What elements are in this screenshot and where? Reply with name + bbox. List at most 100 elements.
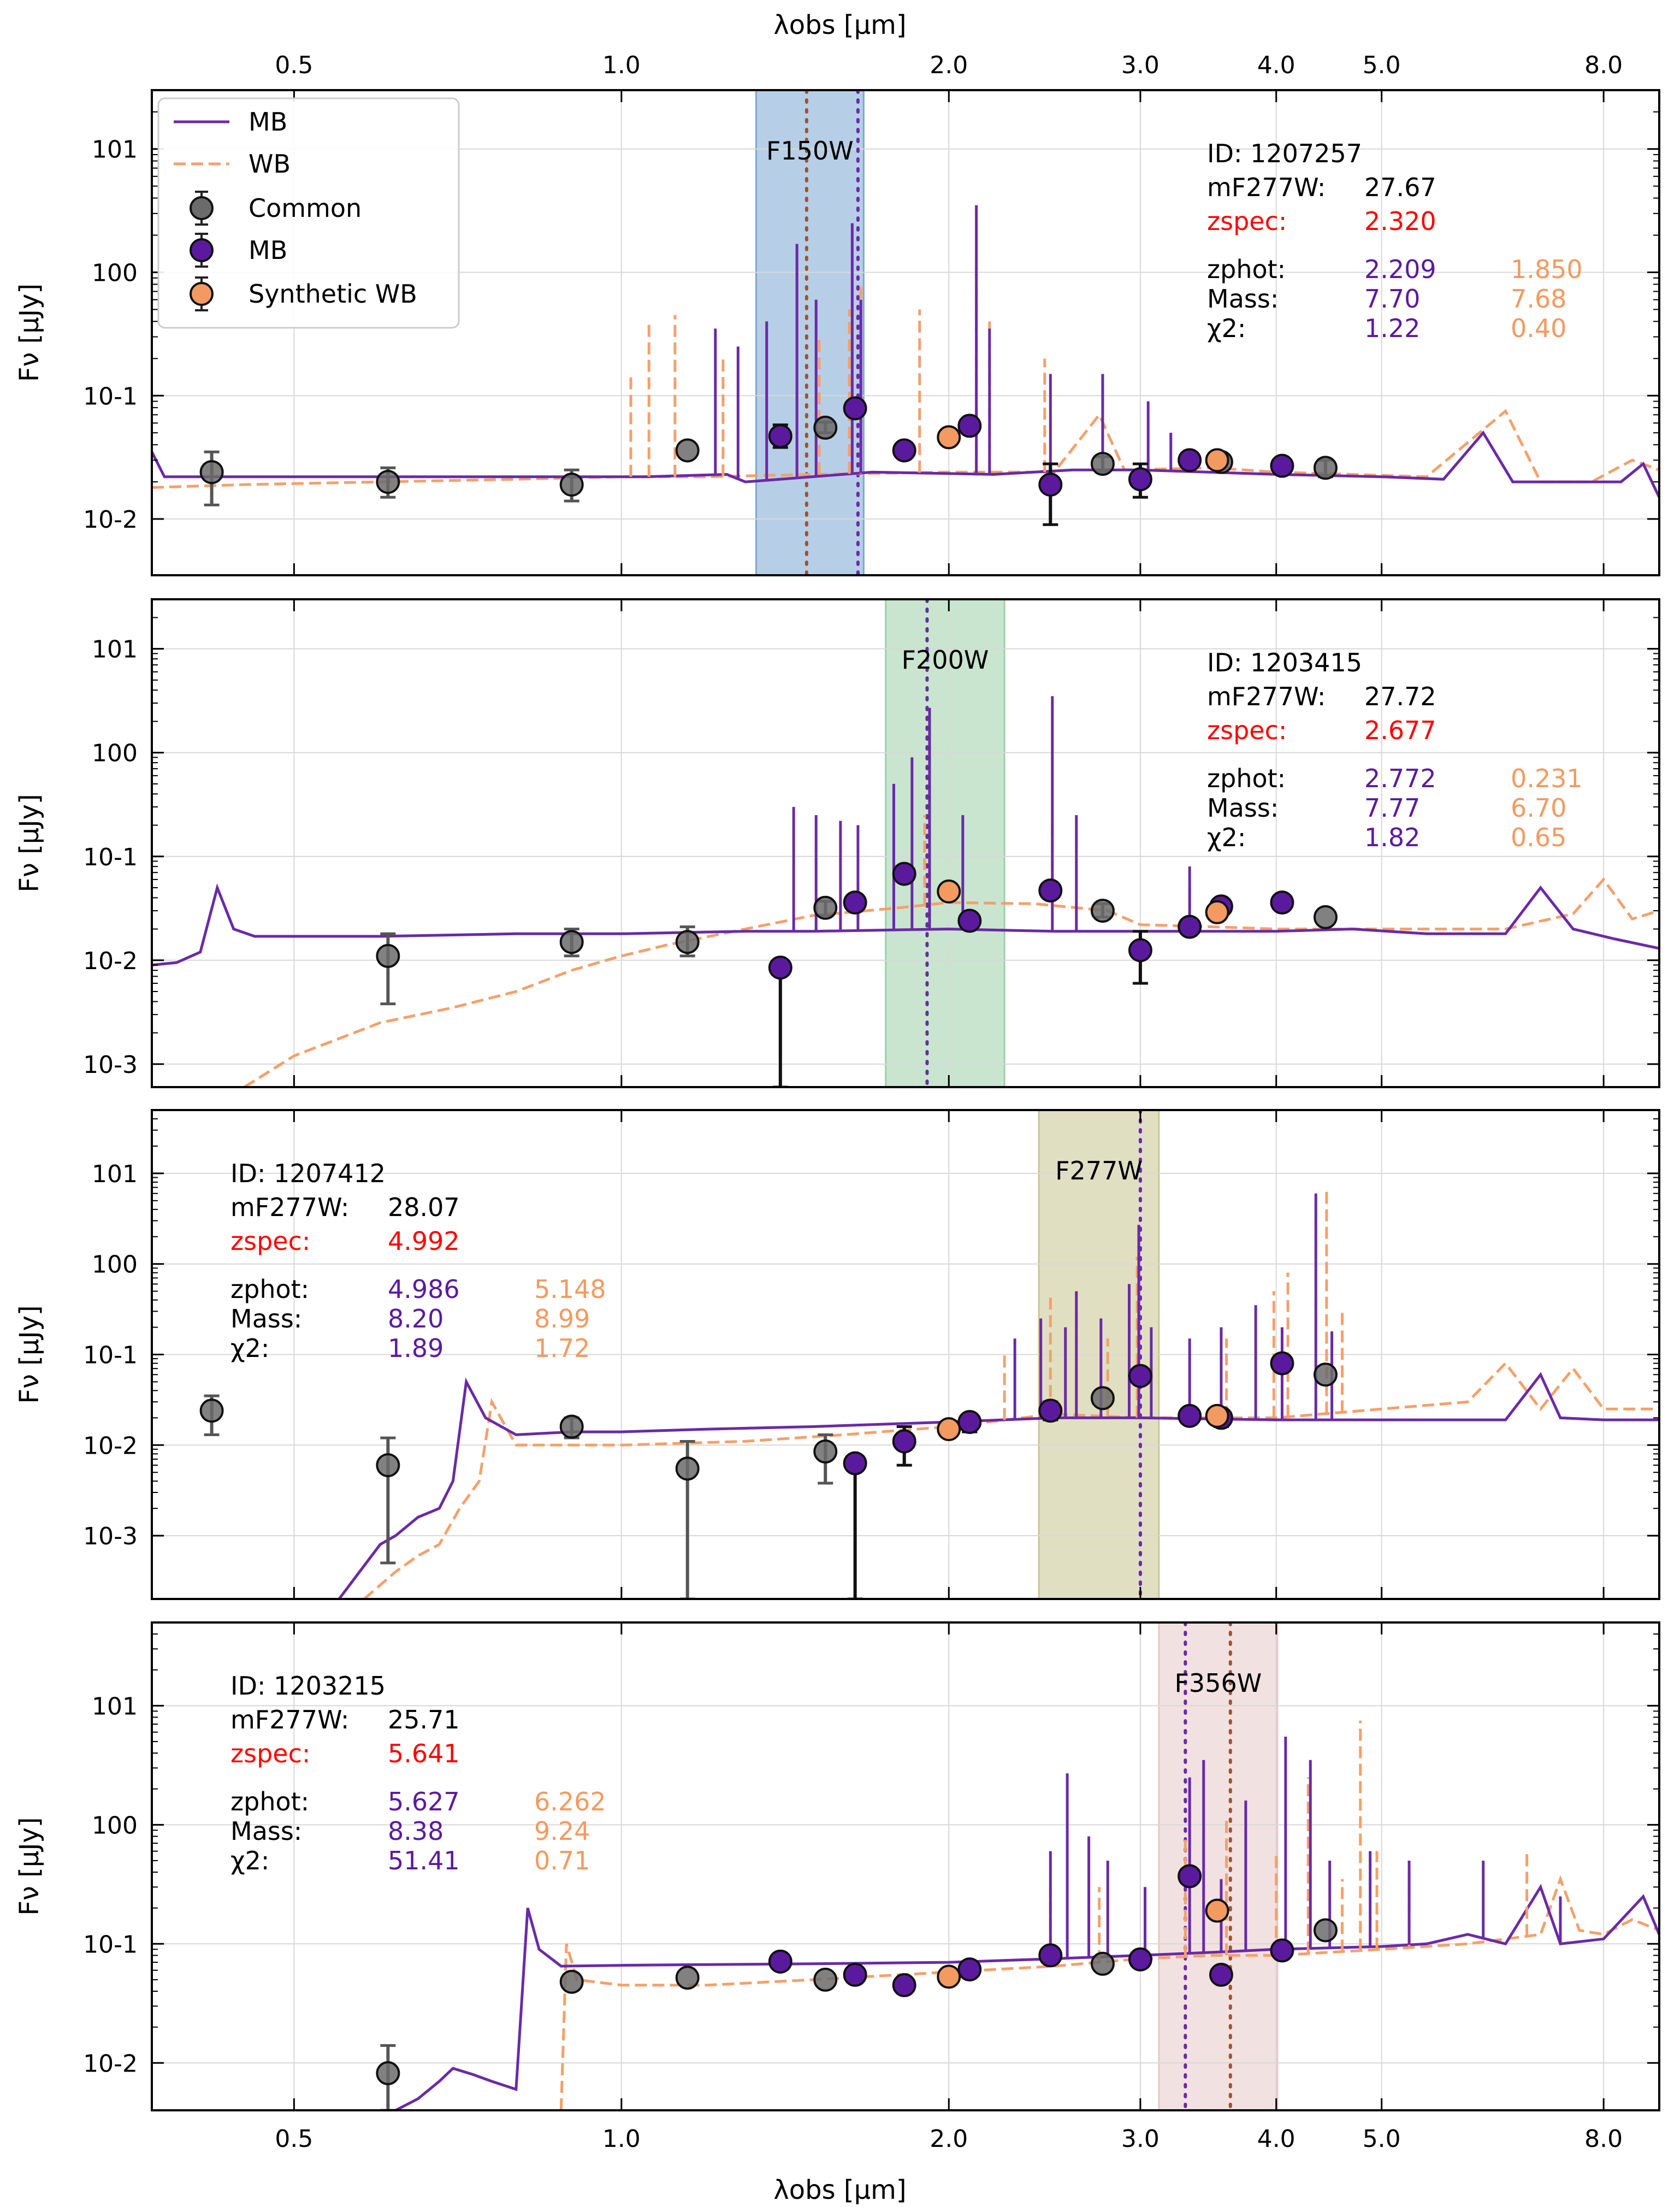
data-point — [843, 1962, 867, 1987]
mag-label: mF277W: — [1207, 682, 1326, 711]
zphot-mb-value: 2.772 — [1364, 764, 1436, 793]
data-point — [1038, 1943, 1063, 1968]
data-point — [1313, 1918, 1338, 1943]
zphot-label: zphot: — [1207, 255, 1286, 284]
legend-point-swatch — [190, 238, 214, 262]
legend-label: MB — [249, 235, 287, 265]
data-point — [1178, 448, 1202, 473]
data-point — [559, 1414, 584, 1439]
top-x-tick-labels: 0.5 1.0 2.0 3.0 4.0 5.0 8.0 — [275, 51, 1623, 79]
zphot-label: zphot: — [230, 1274, 309, 1304]
data-point — [937, 1417, 961, 1442]
data-point — [957, 908, 982, 933]
data-point — [937, 1964, 961, 1989]
y-tick-label: 101 — [92, 636, 138, 664]
panel-frame — [151, 1621, 1660, 2111]
bottom-x-tick-label: 5.0 — [1363, 2125, 1401, 2153]
zphot-wb-value: 6.262 — [534, 1787, 606, 1816]
data-point — [1209, 1962, 1233, 1987]
chi2-mb-value: 1.22 — [1364, 314, 1420, 343]
mag-value: 28.07 — [388, 1193, 460, 1222]
data-point — [1038, 473, 1063, 497]
zphot-mb-value: 4.986 — [388, 1274, 460, 1304]
chi2-label: χ2: — [230, 1333, 269, 1363]
plot-area — [152, 90, 1659, 575]
data-point — [1038, 1398, 1063, 1423]
y-axis-label: Fν [μJy] — [14, 1305, 45, 1403]
data-point — [1178, 914, 1202, 939]
zspec-label: zspec: — [230, 1739, 310, 1768]
data-point — [675, 438, 700, 463]
y-tick-label: 100 — [92, 1251, 138, 1279]
data-point — [937, 425, 961, 450]
data-point — [1128, 1947, 1152, 1972]
mag-label: mF277W: — [1207, 173, 1326, 202]
legend-label: Synthetic WB — [249, 279, 417, 309]
data-point — [376, 470, 400, 494]
data-point — [1205, 900, 1229, 924]
y-tick-label: 101 — [92, 1692, 138, 1720]
data-point — [1313, 456, 1338, 480]
data-point — [1090, 1951, 1115, 1976]
data-point — [559, 473, 584, 497]
data-point — [957, 1957, 982, 1982]
filter-band — [755, 90, 865, 575]
data-point — [957, 1409, 982, 1434]
chi2-label: χ2: — [1207, 314, 1246, 343]
wb-model-continuum — [559, 1875, 1659, 2110]
zphot-wb-value: 0.231 — [1511, 764, 1583, 793]
legend-label: MB — [249, 107, 287, 137]
bottom-axis-label: λobs [μm] — [773, 2175, 906, 2205]
mb-model-continuum — [152, 430, 1659, 498]
source-id: ID: 1207257 — [1207, 139, 1362, 168]
zphot-mb-value: 5.627 — [388, 1787, 460, 1816]
data-point — [1313, 905, 1338, 929]
data-point — [1270, 1938, 1294, 1963]
y-tick-label: 101 — [92, 1160, 138, 1188]
legend: MB WB Common MB Synthetic WB — [157, 97, 460, 329]
top-x-tick-label: 8.0 — [1584, 51, 1623, 79]
y-tick-label: 10-2 — [83, 1432, 138, 1460]
bottom-x-tick-label: 0.5 — [275, 2125, 313, 2153]
chi2-mb-value: 51.41 — [388, 1846, 460, 1875]
zspec-label: zspec: — [1207, 206, 1287, 236]
source-id: ID: 1203415 — [1207, 648, 1362, 677]
top-x-tick-label: 5.0 — [1363, 51, 1401, 79]
legend-box — [157, 97, 460, 329]
y-tick-label: 10-1 — [83, 382, 138, 410]
data-point — [768, 424, 792, 449]
mass-mb-value: 7.70 — [1364, 284, 1420, 314]
top-axis-label: λobs [μm] — [773, 10, 906, 40]
data-point — [376, 943, 400, 968]
data-point — [937, 879, 961, 904]
data-point — [675, 1456, 700, 1481]
source-id: ID: 1203215 — [230, 1671, 386, 1701]
chi2-wb-value: 0.40 — [1511, 314, 1566, 343]
data-point — [1205, 1403, 1229, 1428]
data-point — [199, 460, 224, 485]
legend-label: WB — [249, 149, 291, 179]
bottom-x-tick-label: 4.0 — [1257, 2125, 1296, 2153]
data-point — [813, 895, 838, 920]
panel-frame — [151, 89, 1660, 576]
sed-panel: 10-2 10-1 100 101 Fν [μJy] F356W ID: 1203215 mF… — [14, 1621, 1660, 2111]
legend-label: Common — [249, 193, 362, 223]
y-tick-label: 10-1 — [83, 1342, 138, 1370]
mass-wb-value: 6.70 — [1511, 793, 1566, 823]
mag-value: 25.71 — [388, 1705, 460, 1734]
mag-label: mF277W: — [230, 1705, 349, 1734]
chi2-mb-value: 1.89 — [388, 1333, 443, 1363]
data-point — [1090, 1386, 1115, 1411]
data-point — [1205, 1898, 1229, 1923]
plot-area — [152, 1622, 1659, 2110]
y-tick-label: 10-2 — [83, 2050, 138, 2078]
mass-wb-value: 7.68 — [1511, 284, 1566, 314]
mass-wb-value: 9.24 — [534, 1816, 590, 1846]
data-point — [892, 1973, 916, 1997]
data-point — [559, 1969, 584, 1994]
data-point — [376, 2061, 400, 2086]
zspec-label: zspec: — [1207, 716, 1287, 745]
sed-panel: 10-2 10-1 100 101 Fν [μJy] F150W ID: 1207257 mF… — [14, 89, 1660, 576]
chi2-wb-value: 0.65 — [1511, 823, 1566, 852]
